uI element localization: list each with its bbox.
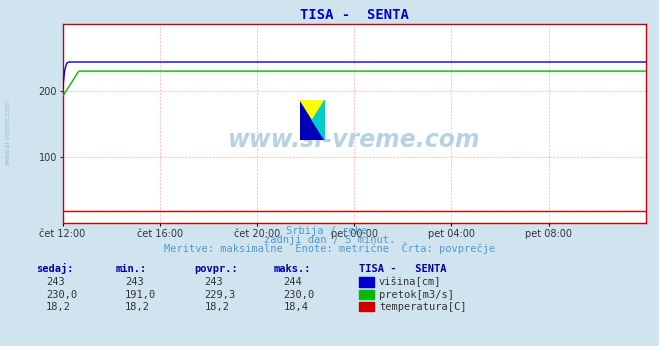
Text: 191,0: 191,0 — [125, 290, 156, 300]
Text: 229,3: 229,3 — [204, 290, 235, 300]
Text: temperatura[C]: temperatura[C] — [379, 302, 467, 312]
Text: 243: 243 — [204, 277, 223, 288]
Polygon shape — [300, 100, 325, 140]
Text: 18,2: 18,2 — [46, 302, 71, 312]
Text: TISA -   SENTA: TISA - SENTA — [359, 264, 447, 274]
Title: TISA -  SENTA: TISA - SENTA — [300, 8, 409, 22]
Text: zadnji dan / 5 minut.: zadnji dan / 5 minut. — [264, 235, 395, 245]
Text: 18,2: 18,2 — [125, 302, 150, 312]
Text: 230,0: 230,0 — [46, 290, 77, 300]
Text: 243: 243 — [46, 277, 65, 288]
Text: pretok[m3/s]: pretok[m3/s] — [379, 290, 454, 300]
Text: maks.:: maks.: — [273, 264, 311, 274]
Text: 18,2: 18,2 — [204, 302, 229, 312]
Text: min.:: min.: — [115, 264, 146, 274]
Text: 18,4: 18,4 — [283, 302, 308, 312]
Text: sedaj:: sedaj: — [36, 263, 74, 274]
Text: 230,0: 230,0 — [283, 290, 314, 300]
Text: Srbija / reke.: Srbija / reke. — [286, 226, 373, 236]
Text: www.si-vreme.com: www.si-vreme.com — [5, 98, 11, 165]
Text: Meritve: maksimalne  Enote: metrične  Črta: povprečje: Meritve: maksimalne Enote: metrične Črta… — [164, 242, 495, 254]
Text: povpr.:: povpr.: — [194, 264, 238, 274]
Polygon shape — [300, 100, 325, 140]
Text: 243: 243 — [125, 277, 144, 288]
Polygon shape — [312, 100, 325, 140]
Text: višina[cm]: višina[cm] — [379, 277, 442, 288]
Text: www.si-vreme.com: www.si-vreme.com — [228, 128, 480, 152]
Text: 244: 244 — [283, 277, 302, 288]
